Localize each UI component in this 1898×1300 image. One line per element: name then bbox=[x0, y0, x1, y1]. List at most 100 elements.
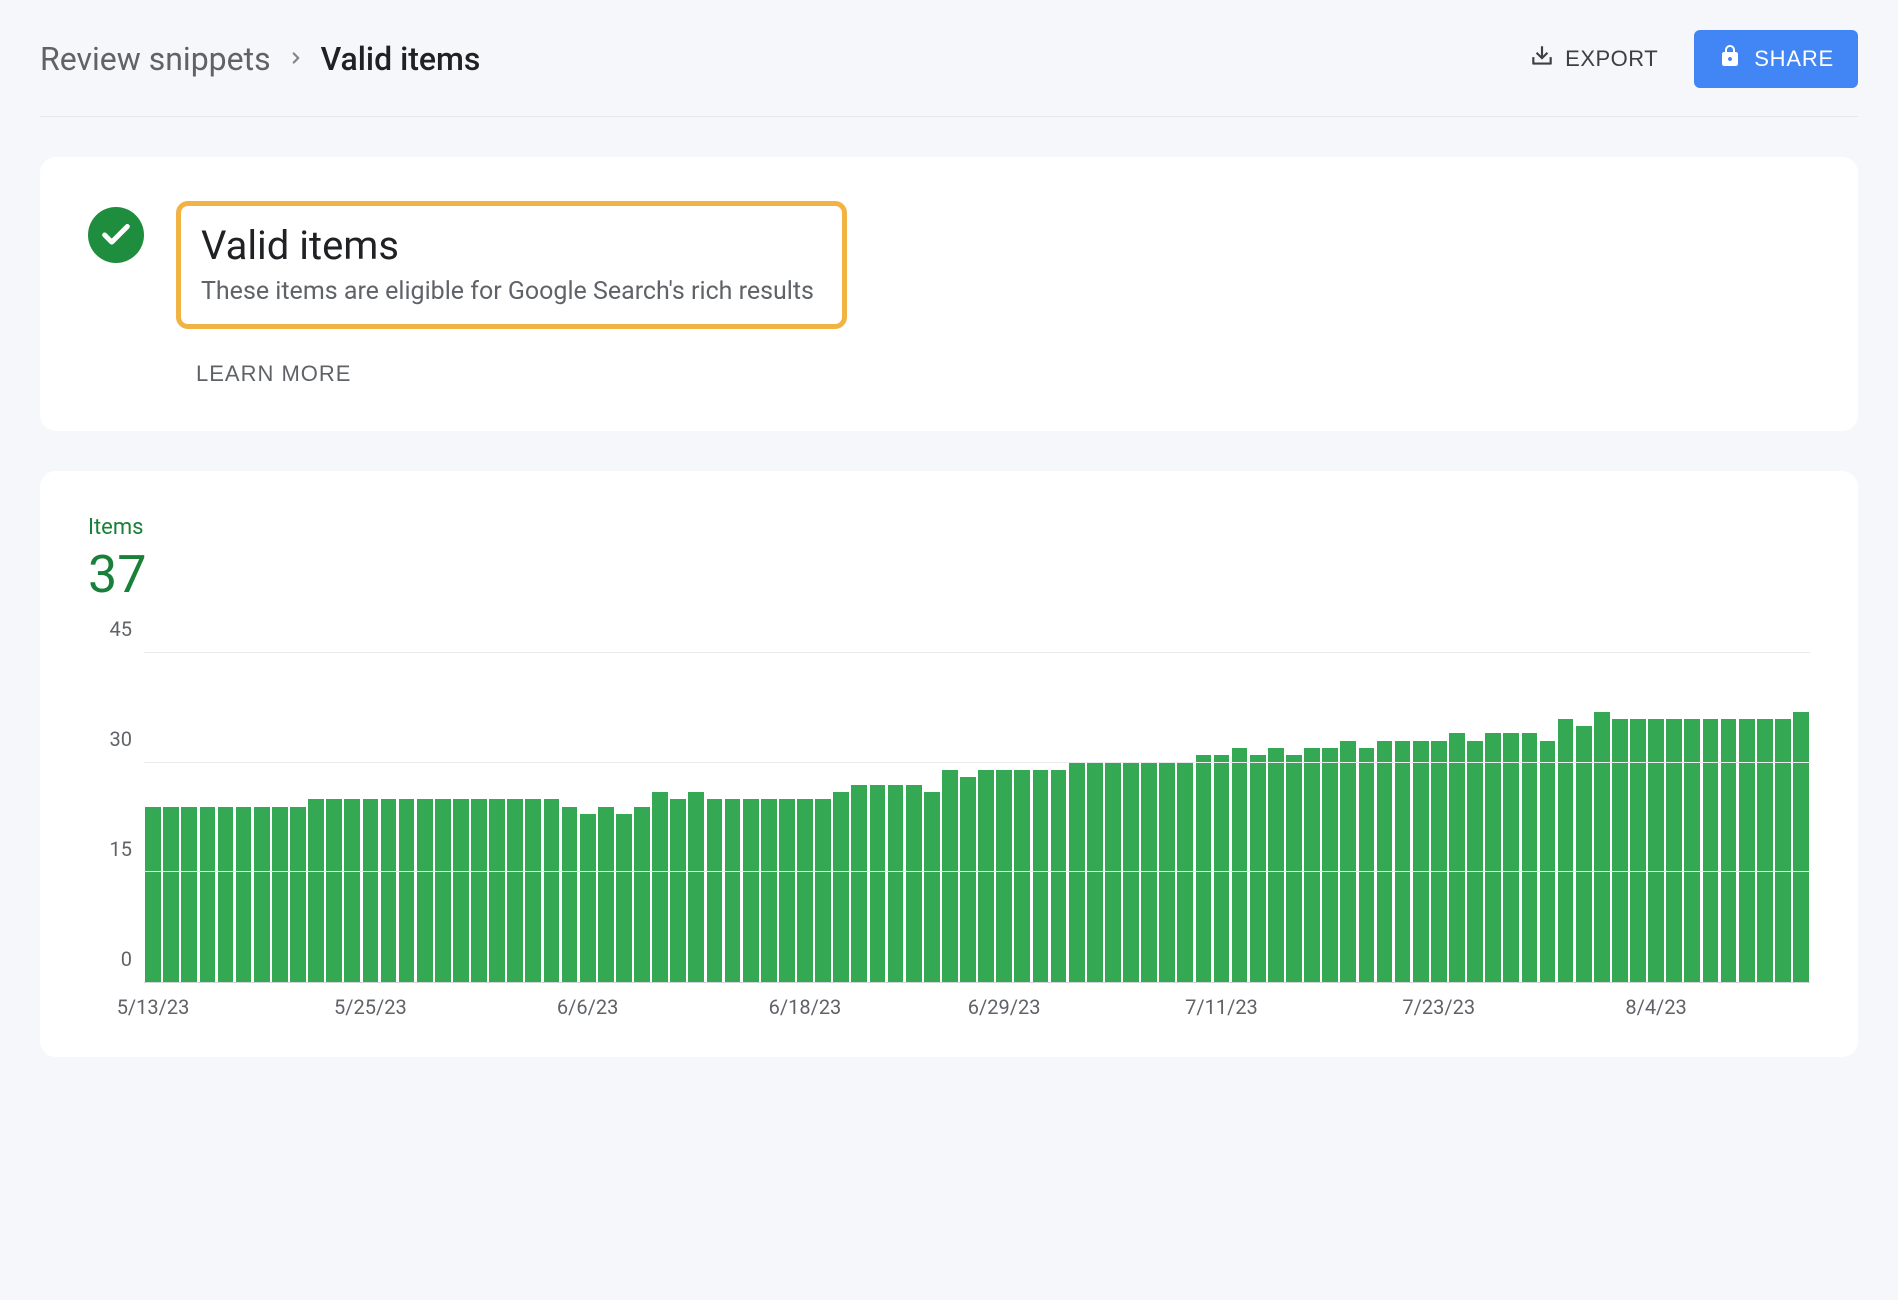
chart-bar bbox=[1503, 733, 1519, 982]
chart-bar bbox=[1359, 748, 1375, 982]
chart-bar bbox=[743, 799, 759, 982]
chart-bar bbox=[1594, 712, 1610, 983]
chart-bar bbox=[1522, 733, 1538, 982]
chart-bar bbox=[489, 799, 505, 982]
chart-bar bbox=[417, 799, 433, 982]
chart-x-tick: 6/18/23 bbox=[769, 995, 842, 1019]
chart-bar bbox=[688, 792, 704, 982]
chart-bar bbox=[996, 770, 1012, 982]
chart-bar bbox=[580, 814, 596, 982]
chart-bar bbox=[1540, 741, 1556, 982]
chart-bar bbox=[471, 799, 487, 982]
chart-bar bbox=[1666, 719, 1682, 982]
chart-bar bbox=[1377, 741, 1393, 982]
chart-bar bbox=[218, 807, 234, 982]
status-row: Valid items These items are eligible for… bbox=[88, 201, 1810, 329]
chart-bar bbox=[1576, 726, 1592, 982]
chart-bar bbox=[1340, 741, 1356, 982]
items-bar-chart: 0153045 5/13/235/25/236/6/236/18/236/29/… bbox=[88, 653, 1810, 1013]
chart-bar bbox=[381, 799, 397, 982]
chart-bar bbox=[1413, 741, 1429, 982]
metric-label: Items bbox=[88, 515, 1810, 540]
chart-bar bbox=[1033, 770, 1049, 982]
chart-bar bbox=[797, 799, 813, 982]
chart-card: Items 37 0153045 5/13/235/25/236/6/236/1… bbox=[40, 471, 1858, 1057]
chart-bar bbox=[544, 799, 560, 982]
status-title: Valid items bbox=[201, 222, 814, 269]
chart-y-tick: 0 bbox=[121, 947, 132, 971]
chart-bar bbox=[833, 792, 849, 982]
chart-y-tick: 30 bbox=[110, 727, 132, 751]
chart-bar bbox=[326, 799, 342, 982]
chart-bar bbox=[181, 807, 197, 982]
chart-bar bbox=[1467, 741, 1483, 982]
chart-bar bbox=[634, 807, 650, 982]
chart-bar bbox=[200, 807, 216, 982]
chart-bar bbox=[851, 785, 867, 982]
chart-bar bbox=[1793, 712, 1809, 983]
chart-gridline bbox=[144, 762, 1810, 763]
highlighted-title-box: Valid items These items are eligible for… bbox=[176, 201, 847, 329]
export-button[interactable]: EXPORT bbox=[1513, 31, 1674, 87]
lock-icon bbox=[1718, 44, 1742, 74]
metric-block: Items 37 bbox=[88, 515, 1810, 605]
chart-bar bbox=[1775, 719, 1791, 982]
chart-bar bbox=[1739, 719, 1755, 982]
chart-bar bbox=[1648, 719, 1664, 982]
chevron-right-icon bbox=[287, 45, 305, 73]
chart-x-tick: 5/25/23 bbox=[334, 995, 407, 1019]
download-icon bbox=[1529, 43, 1555, 75]
chart-bar bbox=[145, 807, 161, 982]
breadcrumb-parent[interactable]: Review snippets bbox=[40, 40, 271, 78]
chart-x-tick: 7/11/23 bbox=[1185, 995, 1258, 1019]
chart-bar bbox=[707, 799, 723, 982]
learn-more-button[interactable]: LEARN MORE bbox=[196, 361, 351, 387]
chart-bar bbox=[236, 807, 252, 982]
chart-bar bbox=[1449, 733, 1465, 982]
chart-bar bbox=[1196, 755, 1212, 982]
chart-bar bbox=[761, 799, 777, 982]
chart-bar bbox=[562, 807, 578, 982]
chart-bar bbox=[1268, 748, 1284, 982]
chart-bar bbox=[290, 807, 306, 982]
chart-bar bbox=[453, 799, 469, 982]
chart-bar bbox=[507, 799, 523, 982]
chart-bar bbox=[1395, 741, 1411, 982]
chart-bar bbox=[1630, 719, 1646, 982]
chart-y-tick: 15 bbox=[110, 837, 132, 861]
chart-bar bbox=[888, 785, 904, 982]
chart-bar bbox=[725, 799, 741, 982]
chart-bar bbox=[652, 792, 668, 982]
chart-bar bbox=[435, 799, 451, 982]
chart-bar bbox=[399, 799, 415, 982]
chart-bar bbox=[308, 799, 324, 982]
chart-bar bbox=[978, 770, 994, 982]
chart-bar bbox=[254, 807, 270, 982]
chart-y-axis: 0153045 bbox=[88, 653, 144, 983]
chart-bar bbox=[1485, 733, 1501, 982]
status-card: Valid items These items are eligible for… bbox=[40, 157, 1858, 431]
chart-bar bbox=[1232, 748, 1248, 982]
chart-bar bbox=[272, 807, 288, 982]
header-actions: EXPORT SHARE bbox=[1513, 30, 1858, 88]
chart-gridline bbox=[144, 652, 1810, 653]
chart-bar bbox=[363, 799, 379, 982]
chart-bar bbox=[616, 814, 632, 982]
checkmark-icon bbox=[88, 207, 144, 263]
share-label: SHARE bbox=[1754, 46, 1834, 72]
export-label: EXPORT bbox=[1565, 46, 1658, 72]
chart-bar bbox=[163, 807, 179, 982]
chart-bar bbox=[960, 777, 976, 982]
chart-bar bbox=[344, 799, 360, 982]
chart-bar bbox=[525, 799, 541, 982]
chart-bar bbox=[1612, 719, 1628, 982]
chart-x-axis: 5/13/235/25/236/6/236/18/236/29/237/11/2… bbox=[144, 983, 1810, 1013]
chart-bar bbox=[870, 785, 886, 982]
chart-bar bbox=[1757, 719, 1773, 982]
chart-bar bbox=[1431, 741, 1447, 982]
chart-bar bbox=[942, 770, 958, 982]
chart-bar bbox=[779, 799, 795, 982]
share-button[interactable]: SHARE bbox=[1694, 30, 1858, 88]
status-subtitle: These items are eligible for Google Sear… bbox=[201, 277, 814, 306]
chart-bar bbox=[1214, 755, 1230, 982]
